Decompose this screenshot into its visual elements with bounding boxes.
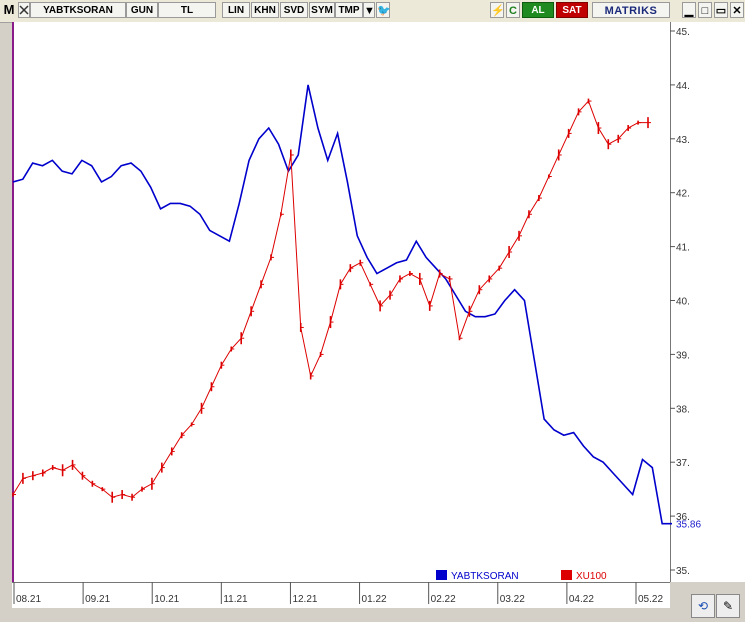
currency-button[interactable]: TL <box>158 2 216 18</box>
period-button[interactable]: GUN <box>126 2 158 18</box>
y-tick-label: 35. <box>676 566 690 577</box>
x-tick-label: 11.21 <box>223 594 248 605</box>
lightning-icon[interactable]: ⚡ <box>490 2 505 18</box>
twitter-icon[interactable]: 🐦 <box>376 2 391 18</box>
remove-symbol-button[interactable] <box>18 2 30 18</box>
x-tick-label: 05.22 <box>638 594 663 605</box>
sym-button[interactable]: SYM <box>309 2 335 18</box>
y-tick-label: 37. <box>676 458 690 469</box>
x-tick-label: 12.21 <box>292 594 317 605</box>
x-tick-label: 04.22 <box>569 594 594 605</box>
lin-button[interactable]: LIN <box>222 2 250 18</box>
y-tick-label: 41. <box>676 243 690 254</box>
sync-icon[interactable]: ⟲ <box>691 594 715 618</box>
y-axis[interactable] <box>670 22 745 582</box>
y-tick-label: 39. <box>676 350 690 361</box>
tmp-button[interactable]: TMP <box>335 2 363 18</box>
legend-swatch <box>436 570 447 580</box>
m-button[interactable]: M <box>3 2 15 17</box>
last-value-label: 35.86 <box>676 520 701 531</box>
khn-button[interactable]: KHN <box>251 2 279 18</box>
bottom-bar <box>0 608 745 622</box>
x-axis[interactable] <box>12 582 670 609</box>
buy-button[interactable]: AL <box>522 2 554 18</box>
y-tick-label: 42. <box>676 189 690 200</box>
left-marker <box>12 22 14 582</box>
sell-button[interactable]: SAT <box>556 2 588 18</box>
x-tick-label: 03.22 <box>500 594 525 605</box>
matriks-logo: MATRIKS <box>592 2 670 18</box>
legend-label: YABTKSORAN <box>451 571 519 582</box>
plot-area[interactable] <box>12 22 671 582</box>
y-tick-label: 44. <box>676 81 690 92</box>
symbol-button[interactable]: YABTKSORAN <box>30 2 126 18</box>
y-tick-label: 38. <box>676 404 690 415</box>
restore-icon[interactable]: ▭ <box>714 2 728 18</box>
y-tick-label: 43. <box>676 135 690 146</box>
toolbar: M YABTKSORAN GUN TL LIN KHN SVD SYM TMP … <box>0 0 745 23</box>
legend-label: XU100 <box>576 571 607 582</box>
settings-icon[interactable]: ✎ <box>716 594 740 618</box>
chevron-down-icon[interactable]: ▼ <box>363 2 375 18</box>
minimize-icon[interactable]: ▁ <box>682 2 696 18</box>
x-tick-label: 01.22 <box>362 594 387 605</box>
x-tick-label: 08.21 <box>16 594 41 605</box>
x-tick-label: 09.21 <box>85 594 110 605</box>
y-tick-label: 40. <box>676 297 690 308</box>
close-icon <box>19 5 29 15</box>
close-window-icon[interactable]: ✕ <box>730 2 744 18</box>
y-tick-label: 45. <box>676 27 690 38</box>
y-tick-label: 36. <box>676 512 690 523</box>
x-tick-label: 02.22 <box>431 594 456 605</box>
legend-swatch <box>561 570 572 580</box>
xu100-line <box>12 100 648 498</box>
refresh-icon[interactable]: C <box>506 2 520 18</box>
yabtksoran-line <box>12 84 672 525</box>
x-tick-label: 10.21 <box>154 594 179 605</box>
maximize-icon[interactable]: □ <box>698 2 712 18</box>
svd-button[interactable]: SVD <box>280 2 308 18</box>
